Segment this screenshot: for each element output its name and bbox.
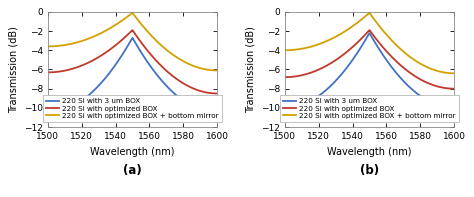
220 Si with optimized BOX + bottom mirror bbox=[45, 45, 51, 48]
Text: (b): (b) bbox=[360, 164, 379, 177]
220 Si with optimized BOX + bottom mirror bbox=[358, 18, 364, 21]
Line: 220 Si with 3 um BOX: 220 Si with 3 um BOX bbox=[285, 33, 454, 108]
220 Si with optimized BOX bbox=[410, 73, 415, 76]
220 Si with optimized BOX bbox=[358, 37, 364, 40]
220 Si with 3 um BOX bbox=[282, 107, 288, 109]
Legend: 220 Si with 3 um BOX, 220 Si with optimized BOX, 220 Si with optimized BOX + bot: 220 Si with 3 um BOX, 220 Si with optimi… bbox=[43, 95, 222, 122]
220 Si with 3 um BOX bbox=[158, 79, 164, 81]
220 Si with optimized BOX + bottom mirror bbox=[129, 12, 135, 14]
220 Si with optimized BOX + bottom mirror bbox=[451, 72, 457, 74]
220 Si with optimized BOX + bottom mirror bbox=[382, 32, 388, 34]
220 Si with 3 um BOX bbox=[129, 37, 135, 39]
220 Si with 3 um BOX bbox=[382, 57, 388, 59]
Line: 220 Si with optimized BOX + bottom mirror: 220 Si with optimized BOX + bottom mirro… bbox=[48, 13, 217, 71]
220 Si with 3 um BOX bbox=[89, 92, 94, 94]
Text: (a): (a) bbox=[123, 164, 142, 177]
220 Si with optimized BOX + bottom mirror bbox=[173, 55, 178, 58]
220 Si with optimized BOX + bottom mirror bbox=[326, 39, 331, 42]
220 Si with optimized BOX bbox=[75, 66, 81, 68]
Line: 220 Si with optimized BOX: 220 Si with optimized BOX bbox=[48, 30, 217, 94]
220 Si with optimized BOX bbox=[282, 76, 288, 78]
220 Si with 3 um BOX bbox=[366, 32, 372, 34]
220 Si with optimized BOX + bottom mirror bbox=[312, 44, 318, 47]
220 Si with optimized BOX bbox=[326, 64, 331, 66]
Y-axis label: Transmission (dB): Transmission (dB) bbox=[246, 26, 255, 113]
Legend: 220 Si with 3 um BOX, 220 Si with optimized BOX, 220 Si with optimized BOX + bot: 220 Si with 3 um BOX, 220 Si with optimi… bbox=[280, 95, 459, 122]
220 Si with optimized BOX bbox=[129, 29, 135, 31]
220 Si with 3 um BOX bbox=[358, 45, 364, 48]
220 Si with 3 um BOX bbox=[312, 97, 318, 100]
220 Si with optimized BOX + bottom mirror bbox=[214, 69, 220, 72]
Y-axis label: Transmission (dB): Transmission (dB) bbox=[9, 26, 18, 113]
220 Si with optimized BOX bbox=[89, 60, 94, 62]
220 Si with optimized BOX bbox=[395, 62, 401, 64]
220 Si with optimized BOX bbox=[158, 65, 164, 67]
220 Si with optimized BOX + bottom mirror bbox=[366, 12, 372, 14]
220 Si with optimized BOX bbox=[145, 50, 151, 52]
220 Si with 3 um BOX bbox=[145, 61, 151, 64]
X-axis label: Wavelength (nm): Wavelength (nm) bbox=[327, 147, 412, 157]
220 Si with optimized BOX bbox=[382, 48, 388, 51]
220 Si with 3 um BOX bbox=[214, 112, 220, 114]
220 Si with 3 um BOX bbox=[173, 94, 178, 96]
220 Si with optimized BOX + bottom mirror bbox=[75, 41, 81, 43]
220 Si with 3 um BOX bbox=[45, 112, 51, 114]
220 Si with optimized BOX bbox=[121, 37, 127, 39]
220 Si with 3 um BOX bbox=[75, 102, 81, 105]
220 Si with optimized BOX + bottom mirror bbox=[410, 58, 415, 60]
220 Si with 3 um BOX bbox=[410, 89, 415, 91]
220 Si with optimized BOX bbox=[451, 87, 457, 90]
220 Si with optimized BOX + bottom mirror bbox=[395, 46, 401, 48]
220 Si with 3 um BOX bbox=[451, 107, 457, 109]
220 Si with optimized BOX bbox=[312, 70, 318, 72]
220 Si with 3 um BOX bbox=[395, 74, 401, 76]
220 Si with optimized BOX bbox=[214, 92, 220, 95]
220 Si with optimized BOX + bottom mirror bbox=[121, 18, 127, 20]
220 Si with optimized BOX + bottom mirror bbox=[158, 44, 164, 46]
220 Si with optimized BOX bbox=[173, 77, 178, 79]
220 Si with 3 um BOX bbox=[326, 87, 331, 89]
220 Si with optimized BOX bbox=[366, 29, 372, 32]
220 Si with optimized BOX + bottom mirror bbox=[282, 49, 288, 51]
Line: 220 Si with optimized BOX + bottom mirror: 220 Si with optimized BOX + bottom mirro… bbox=[285, 13, 454, 73]
X-axis label: Wavelength (nm): Wavelength (nm) bbox=[90, 147, 175, 157]
220 Si with optimized BOX bbox=[45, 71, 51, 73]
Line: 220 Si with 3 um BOX: 220 Si with 3 um BOX bbox=[48, 38, 217, 113]
220 Si with optimized BOX + bottom mirror bbox=[145, 31, 151, 33]
Line: 220 Si with optimized BOX: 220 Si with optimized BOX bbox=[285, 30, 454, 89]
220 Si with 3 um BOX bbox=[121, 50, 127, 53]
220 Si with optimized BOX + bottom mirror bbox=[89, 36, 94, 39]
